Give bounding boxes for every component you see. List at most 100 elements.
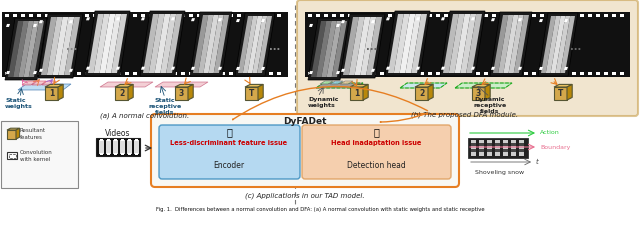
Polygon shape xyxy=(514,15,529,73)
Polygon shape xyxy=(518,67,522,70)
Bar xyxy=(420,72,424,75)
Bar xyxy=(253,14,257,17)
Text: (a) A normal convolution.: (a) A normal convolution. xyxy=(100,112,189,119)
Polygon shape xyxy=(166,14,182,73)
Polygon shape xyxy=(316,83,363,88)
Text: 1: 1 xyxy=(49,89,54,98)
Polygon shape xyxy=(326,21,342,77)
Bar xyxy=(107,153,110,155)
Polygon shape xyxy=(550,16,565,73)
Bar xyxy=(13,14,17,17)
Polygon shape xyxy=(386,17,390,20)
Polygon shape xyxy=(175,84,193,87)
Bar xyxy=(121,138,124,140)
Bar xyxy=(221,72,225,75)
Polygon shape xyxy=(539,19,543,22)
Polygon shape xyxy=(343,17,359,75)
Polygon shape xyxy=(471,17,475,20)
Bar xyxy=(412,14,416,17)
Bar xyxy=(114,153,117,155)
Bar xyxy=(305,12,630,77)
Polygon shape xyxy=(360,17,376,75)
Bar xyxy=(492,72,496,75)
Bar xyxy=(261,72,265,75)
Text: DyFADet: DyFADet xyxy=(284,117,327,127)
Text: 🙂: 🙂 xyxy=(373,127,379,137)
Polygon shape xyxy=(309,71,313,74)
Text: (c) Applications in our TAD model.: (c) Applications in our TAD model. xyxy=(245,192,365,199)
Bar xyxy=(324,72,328,75)
Bar xyxy=(125,72,129,75)
Text: 3: 3 xyxy=(179,89,184,98)
Bar xyxy=(237,72,241,75)
Bar xyxy=(468,72,472,75)
Bar xyxy=(106,140,111,154)
Bar xyxy=(13,72,17,75)
Polygon shape xyxy=(518,18,522,21)
Polygon shape xyxy=(405,14,421,73)
Polygon shape xyxy=(204,15,219,73)
Bar xyxy=(308,14,312,17)
Polygon shape xyxy=(6,24,10,27)
Polygon shape xyxy=(236,19,240,22)
Polygon shape xyxy=(52,17,68,75)
Bar xyxy=(117,14,121,17)
Text: Shoveling snow: Shoveling snow xyxy=(476,170,525,175)
Polygon shape xyxy=(171,17,175,20)
Polygon shape xyxy=(106,14,121,73)
Bar xyxy=(269,14,273,17)
Text: Head inadaptation issue: Head inadaptation issue xyxy=(331,140,421,146)
Polygon shape xyxy=(350,84,368,87)
Bar xyxy=(372,14,376,17)
Bar xyxy=(133,14,137,17)
Polygon shape xyxy=(386,67,390,70)
Text: Dynamic
receptive
fields: Dynamic receptive fields xyxy=(474,97,507,114)
Bar xyxy=(580,14,584,17)
Bar xyxy=(149,72,153,75)
Bar xyxy=(508,72,512,75)
Bar xyxy=(356,72,360,75)
Bar xyxy=(205,72,209,75)
Bar xyxy=(572,14,576,17)
Polygon shape xyxy=(47,17,63,75)
Polygon shape xyxy=(261,67,265,70)
Bar xyxy=(229,14,233,17)
Polygon shape xyxy=(567,84,572,100)
FancyBboxPatch shape xyxy=(151,114,459,187)
Bar xyxy=(471,140,476,156)
Polygon shape xyxy=(443,14,459,73)
Bar xyxy=(128,138,131,140)
Polygon shape xyxy=(191,18,195,21)
Bar xyxy=(564,72,568,75)
Bar xyxy=(21,72,25,75)
Text: T: T xyxy=(558,89,563,98)
Text: T: T xyxy=(249,89,254,98)
Bar xyxy=(165,14,169,17)
Text: 2: 2 xyxy=(419,89,424,98)
Bar xyxy=(316,72,320,75)
Bar xyxy=(253,72,257,75)
Bar xyxy=(487,140,492,156)
Bar xyxy=(45,72,49,75)
Bar xyxy=(484,72,488,75)
Bar xyxy=(604,14,608,17)
Text: Encoder: Encoder xyxy=(213,161,244,171)
Bar xyxy=(205,14,209,17)
Text: Less-discriminant feature issue: Less-discriminant feature issue xyxy=(170,140,287,146)
Bar xyxy=(37,72,41,75)
Polygon shape xyxy=(493,15,508,73)
Bar xyxy=(37,14,41,17)
Bar xyxy=(348,14,352,17)
Polygon shape xyxy=(94,14,109,73)
Polygon shape xyxy=(116,67,120,70)
Bar xyxy=(261,14,265,17)
Polygon shape xyxy=(140,11,185,76)
Bar xyxy=(476,72,480,75)
Polygon shape xyxy=(58,84,63,100)
FancyBboxPatch shape xyxy=(159,125,300,179)
Bar xyxy=(503,149,508,152)
Bar xyxy=(85,72,89,75)
Polygon shape xyxy=(41,17,57,75)
Bar xyxy=(412,72,416,75)
Bar xyxy=(487,149,492,152)
